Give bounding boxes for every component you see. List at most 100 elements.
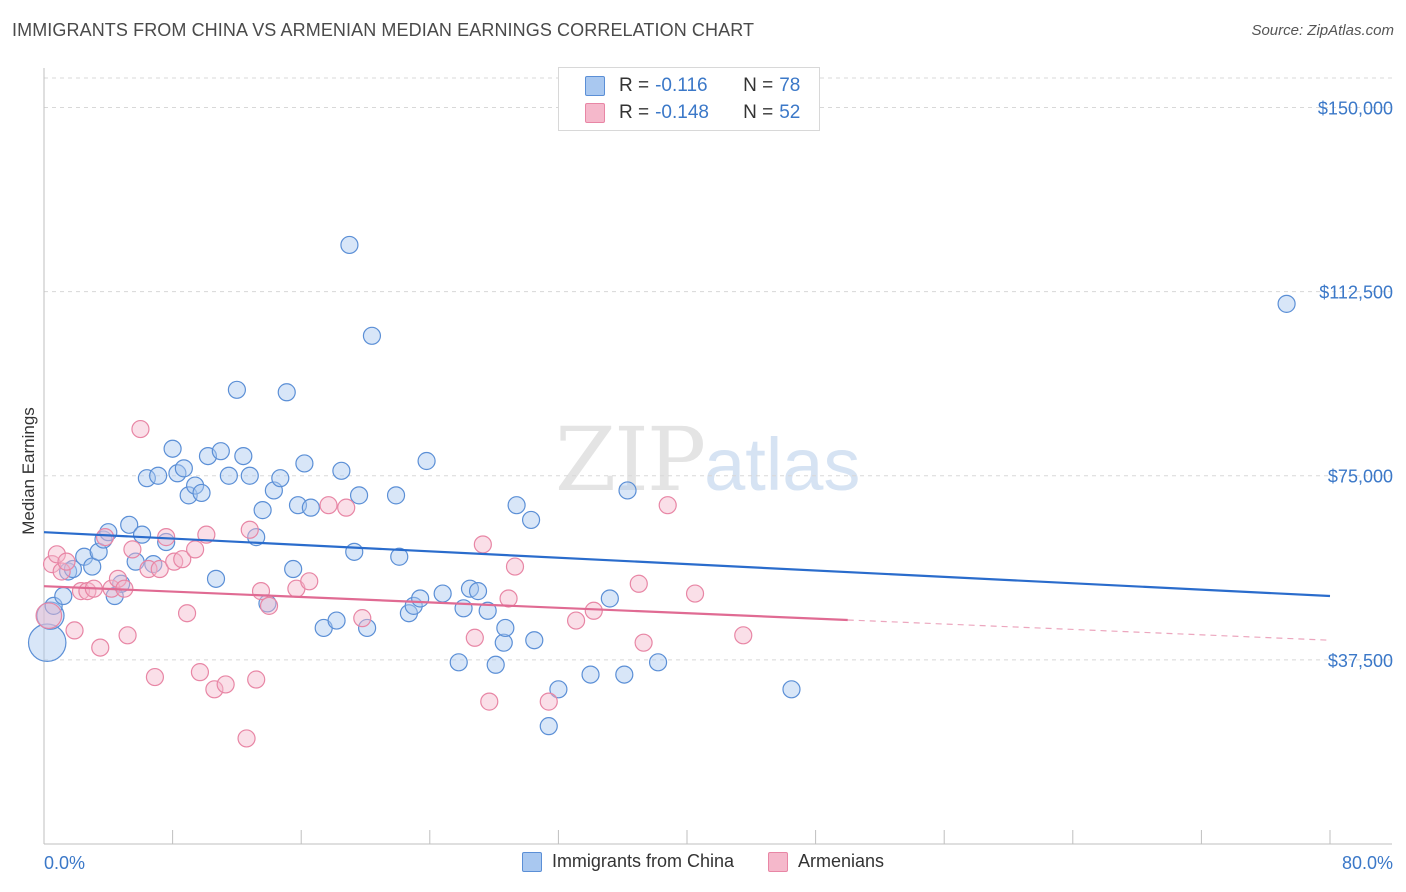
armenian-point (300, 572, 319, 591)
armenian-point (240, 520, 259, 539)
armenian-point (259, 596, 279, 615)
y-tick-label: $75,000 (1328, 467, 1393, 487)
china-point (390, 547, 409, 566)
china-point (549, 680, 568, 699)
armenian-point (57, 552, 76, 571)
china-point (301, 498, 320, 517)
armenian-swatch (585, 103, 605, 123)
watermark-atlas: atlas (704, 423, 861, 506)
china-swatch (521, 851, 542, 872)
armenian-point (65, 621, 84, 640)
x-tick-label-max: 80.0% (1342, 853, 1393, 873)
china-point (494, 633, 513, 652)
armenian-point (634, 633, 653, 652)
armenian-point (480, 692, 499, 711)
china-point (112, 574, 131, 593)
china-point (44, 596, 63, 615)
china-point (36, 601, 65, 630)
armenian-point (584, 601, 603, 620)
armenian-point (197, 525, 216, 544)
china-point (615, 665, 634, 684)
china-point (362, 326, 382, 345)
china-point (219, 466, 238, 485)
china-point (186, 476, 205, 495)
china-point (132, 525, 152, 544)
armenian-point (190, 663, 210, 682)
y-tick-label: $37,500 (1328, 651, 1393, 671)
legend-row-china: R = -0.116 N = 78 (585, 74, 800, 98)
trend-line-armenians (43, 585, 848, 622)
armenian-point (177, 604, 197, 623)
legend-r-label: R = (619, 75, 650, 96)
china-point (345, 542, 364, 561)
china-point (648, 653, 668, 672)
y-tick-label: $150,000 (1318, 98, 1393, 118)
armenian-point (118, 626, 137, 645)
china-point (332, 461, 351, 480)
china-point (433, 584, 452, 603)
china-point (227, 380, 246, 399)
china-point (411, 589, 430, 608)
legend-r-label: R = (619, 102, 650, 123)
china-point (507, 496, 526, 515)
series-legend: Immigrants from China Armenians (0, 851, 1406, 872)
armenian-point (145, 667, 165, 687)
y-tick-label: $112,500 (1319, 283, 1393, 303)
watermark-zip: ZIP (555, 408, 706, 511)
china-point (1277, 294, 1296, 313)
trend-line-armenians-dashed (847, 619, 1331, 641)
legend-armenians-label: Armenians (798, 851, 885, 871)
china-point (521, 510, 541, 530)
china-point (163, 439, 182, 458)
armenian-point (629, 574, 648, 593)
china-point (277, 383, 296, 402)
armenian-point (150, 559, 169, 579)
china-point (206, 569, 226, 588)
china-point (600, 589, 619, 608)
china-point (234, 446, 253, 466)
armenian-point (95, 528, 115, 547)
china-point (468, 582, 488, 601)
armenian-point (505, 557, 525, 576)
armenian-point (237, 729, 256, 748)
china-point (271, 469, 290, 488)
armenian-point (734, 626, 753, 645)
chart-title: IMMIGRANTS FROM CHINA VS ARMENIAN MEDIAN… (12, 20, 755, 40)
china-point (149, 466, 168, 485)
china-point (120, 515, 139, 534)
armenian-point (52, 562, 71, 581)
armenian-point (216, 675, 235, 694)
legend-n-value: 52 (779, 102, 801, 123)
legend-china-label: Immigrants from China (551, 851, 734, 871)
armenian-point (353, 609, 372, 628)
armenian-point (123, 540, 142, 559)
china-point (247, 528, 266, 547)
armenian-point (35, 602, 63, 630)
china-point (417, 451, 436, 471)
armenian-point (108, 569, 128, 588)
armenian-point (47, 545, 66, 564)
china-point (253, 501, 272, 520)
china-swatch (585, 76, 605, 96)
china-point (782, 680, 801, 699)
armenian-point (658, 496, 677, 515)
china-point (27, 623, 67, 662)
china-point (618, 481, 637, 500)
armenian-point (42, 555, 62, 574)
legend-r-value: -0.116 (655, 75, 708, 96)
china-point (240, 466, 259, 485)
x-tick-label-min: 0.0% (44, 853, 85, 873)
armenian-point (566, 611, 586, 630)
legend-r-value: -0.148 (655, 102, 709, 123)
china-point (525, 631, 544, 650)
china-point (386, 486, 406, 505)
legend-item-china: Immigrants from China (521, 851, 734, 872)
y-axis-label: Median Earnings (19, 407, 38, 535)
china-point (295, 454, 314, 473)
china-point (137, 469, 156, 488)
china-point (340, 235, 359, 255)
china-point (486, 655, 505, 674)
armenian-point (131, 419, 150, 439)
legend-n-label: N = (743, 75, 774, 96)
